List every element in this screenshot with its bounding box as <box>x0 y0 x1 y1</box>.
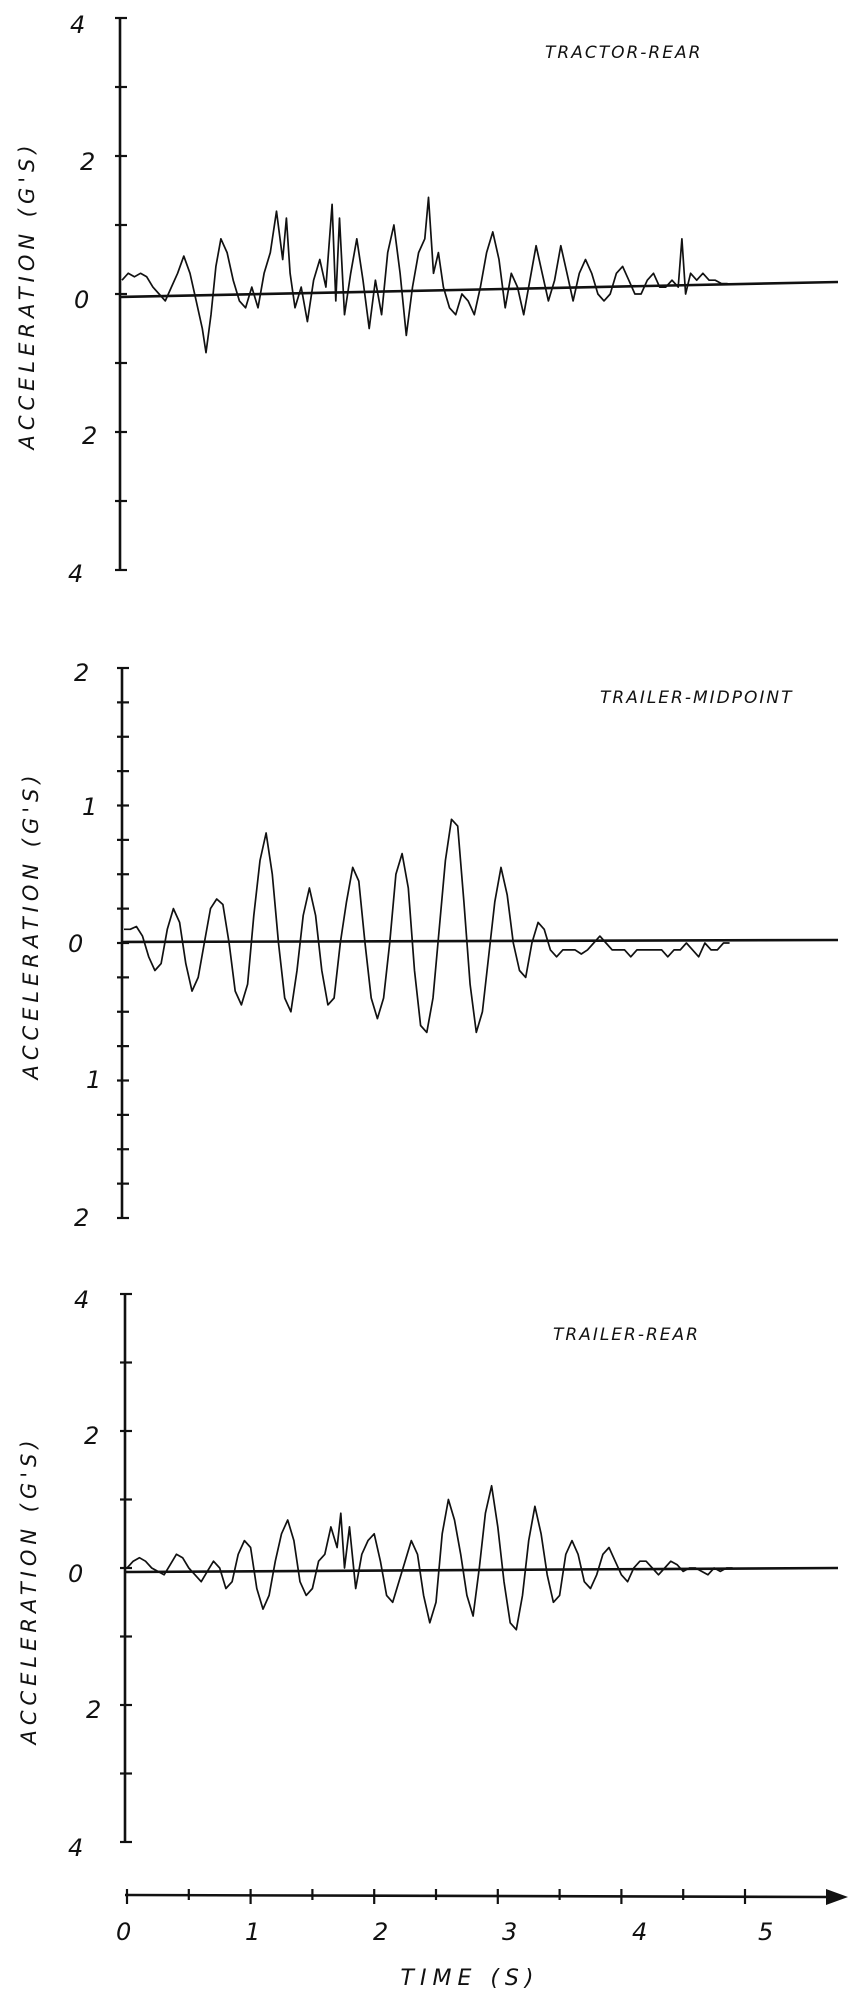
y-axis-label: ACCELERATION (G'S) <box>19 770 43 1081</box>
y-tick-label: 0 <box>74 286 89 314</box>
y-tick-label: 4 <box>74 1286 89 1314</box>
series-line <box>121 196 728 354</box>
y-tick-label: 0 <box>68 930 83 958</box>
y-tick-label: 2 <box>82 422 97 450</box>
y-tick-label: 2 <box>84 1422 99 1450</box>
x-tick-label: 0 <box>116 1918 131 1946</box>
y-axis-tick-labels: 4 2 0 2 4 <box>68 11 97 588</box>
chart-title: TRAILER-REAR <box>553 1325 700 1345</box>
y-axis-label: ACCELERATION (G'S) <box>15 140 39 451</box>
y-tick-label: 1 <box>82 793 97 821</box>
y-axis-ticks <box>117 666 129 1220</box>
y-tick-label: 2 <box>86 1696 101 1724</box>
chart-trailer-rear: TRAILER-REAR ACCELERATION (G'S) 4 2 0 2 … <box>17 1286 848 1991</box>
x-tick-label: 1 <box>245 1918 260 1946</box>
x-axis-label: TIME (S) <box>401 1966 540 1991</box>
y-axis-label: ACCELERATION (G'S) <box>17 1435 41 1746</box>
y-tick-label: 0 <box>68 1560 83 1588</box>
y-tick-label: 2 <box>80 148 95 176</box>
y-axis-ticks <box>120 1292 132 1844</box>
chart-title: TRACTOR-REAR <box>545 43 702 63</box>
y-axis-tick-labels: 4 2 0 2 4 <box>68 1286 101 1862</box>
x-axis-arrow <box>826 1889 848 1905</box>
chart-title: TRAILER-MIDPOINT <box>600 688 794 708</box>
x-axis-tick-labels: 0 1 2 3 4 5 <box>116 1918 773 1946</box>
x-tick-label: 4 <box>632 1918 647 1946</box>
y-tick-label: 4 <box>70 11 85 39</box>
chart-tractor-rear: TRACTOR-REAR ACCELERATION (G'S) 4 2 0 2 … <box>15 11 839 588</box>
chart-trailer-midpoint: TRAILER-MIDPOINT ACCELERATION (G'S) 2 1 … <box>19 659 839 1232</box>
x-tick-label: 5 <box>758 1918 773 1946</box>
x-axis-ticks <box>125 1889 747 1904</box>
y-axis-tick-labels: 2 1 0 1 2 <box>68 659 101 1232</box>
y-tick-label: 2 <box>74 1204 89 1232</box>
y-tick-label: 2 <box>74 659 89 687</box>
x-tick-label: 2 <box>373 1918 388 1946</box>
zero-line <box>124 1566 839 1574</box>
x-axis-line <box>124 1893 831 1899</box>
y-tick-label: 1 <box>86 1066 101 1094</box>
x-tick-label: 3 <box>502 1918 517 1946</box>
zero-line <box>121 938 839 944</box>
series-line <box>124 818 730 1034</box>
y-tick-label: 4 <box>68 560 83 588</box>
y-tick-label: 4 <box>68 1834 83 1862</box>
series-line <box>126 1484 733 1631</box>
y-axis-ticks <box>115 16 127 572</box>
